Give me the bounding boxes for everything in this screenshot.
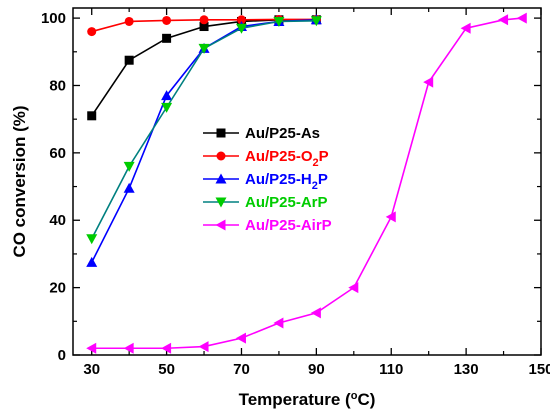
data-point bbox=[124, 55, 134, 65]
data-point bbox=[273, 16, 285, 27]
y-tick-label: 60 bbox=[49, 145, 66, 162]
data-point bbox=[198, 341, 209, 353]
legend-label: Au/P25-O2P bbox=[245, 148, 329, 169]
x-tick-label: 30 bbox=[83, 361, 100, 378]
data-point bbox=[87, 111, 97, 121]
data-point bbox=[86, 342, 97, 354]
data-point bbox=[236, 15, 246, 25]
y-tick-label: 40 bbox=[49, 212, 66, 229]
data-point bbox=[235, 23, 247, 34]
series-au-p25-airp bbox=[86, 12, 527, 354]
data-point bbox=[516, 12, 527, 24]
data-point bbox=[198, 43, 210, 54]
y-tick-label: 20 bbox=[49, 280, 66, 297]
data-point bbox=[235, 332, 246, 344]
data-point bbox=[161, 90, 173, 101]
legend-label: Au/P25-ArP bbox=[245, 194, 328, 211]
data-point bbox=[385, 211, 396, 223]
legend-entry: Au/P25-As bbox=[203, 125, 320, 142]
data-point bbox=[310, 16, 322, 27]
data-point bbox=[87, 27, 97, 37]
series-au-p25-arp bbox=[86, 16, 322, 245]
legend-marker bbox=[216, 151, 226, 161]
axes-layer: 30 50 70 90 110 130 150 0 20 40 60 80 100 bbox=[41, 7, 550, 378]
y-tick-label: 100 bbox=[41, 10, 66, 27]
y-tick-label: 0 bbox=[58, 347, 66, 364]
data-point bbox=[86, 234, 98, 245]
data-point bbox=[199, 22, 209, 32]
data-point bbox=[162, 33, 172, 43]
y-tick-label: 80 bbox=[49, 77, 66, 94]
data-point bbox=[199, 15, 209, 25]
data-point bbox=[310, 307, 321, 319]
legend-marker bbox=[215, 173, 227, 184]
data-point bbox=[460, 22, 471, 34]
legend-marker bbox=[215, 197, 227, 208]
x-tick-label: 50 bbox=[158, 361, 175, 378]
legend-marker bbox=[216, 128, 226, 138]
y-axis-title: CO conversion (%) bbox=[10, 105, 29, 257]
data-point bbox=[162, 15, 172, 25]
legend-label: Au/P25-AirP bbox=[245, 217, 332, 234]
series-layer bbox=[86, 12, 527, 354]
x-tick-label: 70 bbox=[233, 361, 250, 378]
plot-frame bbox=[72, 7, 542, 356]
legend-label: Au/P25-H2P bbox=[245, 171, 328, 192]
x-tick-label: 110 bbox=[379, 361, 403, 378]
data-point bbox=[273, 317, 284, 329]
x-tick-label: 150 bbox=[528, 361, 550, 378]
legend-entry: Au/P25-O2P bbox=[203, 148, 329, 169]
data-point bbox=[348, 282, 359, 294]
legend-label: Au/P25-As bbox=[245, 125, 320, 142]
x-tick-label: 90 bbox=[308, 361, 325, 378]
legend-entry: Au/P25-ArP bbox=[203, 194, 328, 211]
data-point bbox=[86, 256, 98, 267]
series-line bbox=[91, 18, 317, 117]
legend-entry: Au/P25-AirP bbox=[203, 217, 332, 234]
data-point bbox=[123, 182, 135, 193]
data-point bbox=[423, 76, 434, 88]
data-point bbox=[123, 161, 135, 172]
data-point bbox=[123, 342, 134, 354]
data-point bbox=[124, 16, 134, 26]
legend-marker bbox=[215, 219, 226, 231]
data-point bbox=[498, 14, 509, 26]
x-axis-title: Temperature (oC) bbox=[239, 390, 376, 409]
data-point bbox=[161, 342, 172, 354]
legend-entry: Au/P25-H2P bbox=[203, 171, 328, 192]
series-au-p25-as bbox=[87, 15, 321, 121]
data-point bbox=[161, 102, 173, 113]
x-tick-label: 130 bbox=[454, 361, 479, 378]
